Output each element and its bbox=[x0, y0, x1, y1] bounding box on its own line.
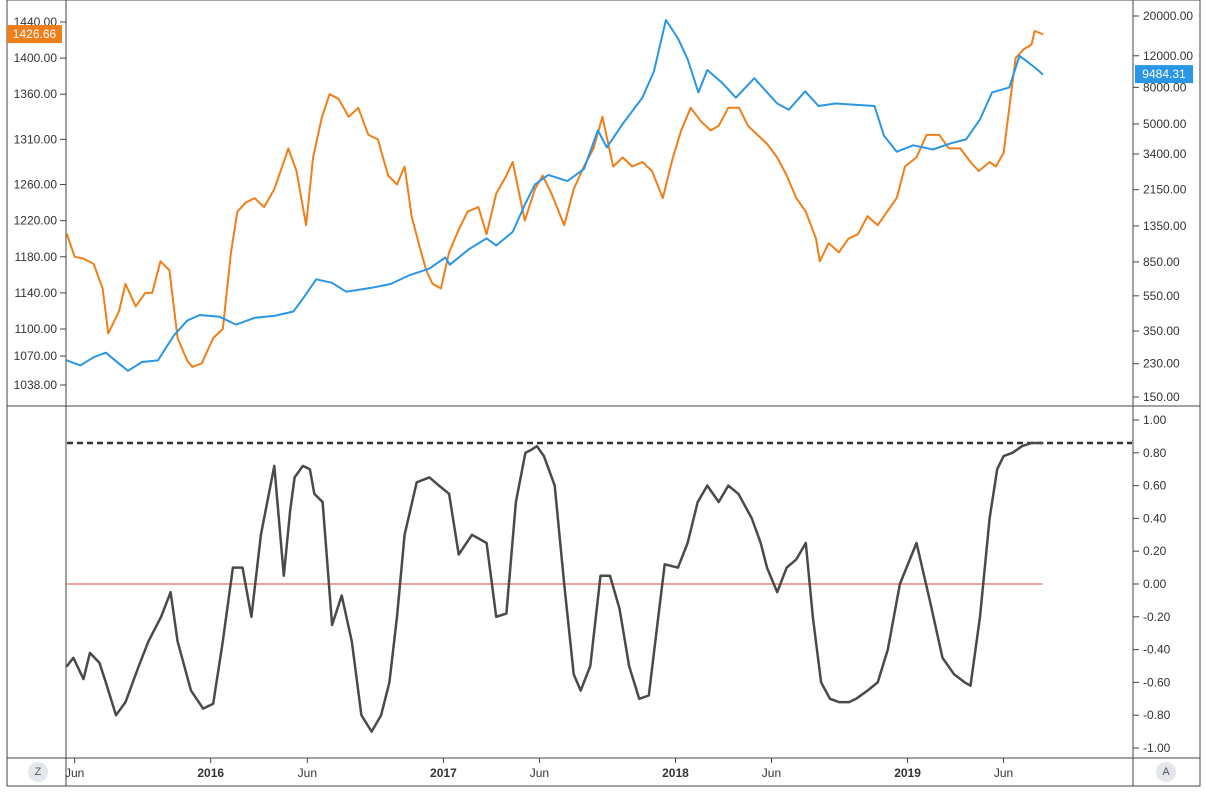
correlation-axis-ticks: -1.00 -0.80 -0.60 -0.40 -0.20 0.00 0.20 0.40 0.6… bbox=[1133, 413, 1171, 755]
right-tick-label: 12000.00 bbox=[1143, 49, 1193, 63]
gold-last-value-label: 1426.66 bbox=[13, 27, 57, 41]
time-tick-label: Jun bbox=[994, 766, 1013, 780]
right-tick-label: 8000.00 bbox=[1143, 80, 1187, 94]
left-tick-label: 1400.00 bbox=[14, 51, 58, 65]
correlation-tick-label: -0.20 bbox=[1143, 610, 1171, 624]
timezone-button[interactable]: Z bbox=[28, 762, 48, 782]
correlation-tick-label: 0.40 bbox=[1143, 511, 1167, 525]
time-tick-label: 2018 bbox=[662, 766, 689, 780]
last-value-badges: 1426.66 9484.31 bbox=[7, 25, 1193, 84]
correlation-tick-label: 0.80 bbox=[1143, 446, 1167, 460]
left-tick-label: 1310.00 bbox=[14, 132, 58, 146]
btc-last-value-badge bbox=[1135, 65, 1193, 84]
time-axis-ticks: Jun 2016 Jun 2017 Jun 2018 Jun 2019 Jun bbox=[65, 758, 1013, 780]
time-tick-label: 2019 bbox=[894, 766, 921, 780]
right-tick-label: 20000.00 bbox=[1143, 9, 1193, 23]
time-tick-label: Jun bbox=[530, 766, 549, 780]
right-tick-label: 150.00 bbox=[1143, 390, 1180, 404]
left-axis-ticks: 1038.00 1070.00 1100.00 1140.00 1180.00 1220.… bbox=[14, 15, 66, 392]
time-tick-label: Jun bbox=[298, 766, 317, 780]
left-tick-label: 1220.00 bbox=[14, 214, 58, 228]
correlation-tick-label: -0.40 bbox=[1143, 643, 1171, 657]
correlation-tick-label: 0.60 bbox=[1143, 479, 1167, 493]
left-tick-label: 1070.00 bbox=[14, 349, 58, 363]
correlation-tick-label: -1.00 bbox=[1143, 741, 1171, 755]
left-tick-label: 1038.00 bbox=[14, 378, 58, 392]
time-tick-label: Jun bbox=[65, 766, 84, 780]
time-tick-label: 2016 bbox=[197, 766, 224, 780]
time-tick-label: 2017 bbox=[430, 766, 457, 780]
correlation-tick-label: 0.20 bbox=[1143, 544, 1167, 558]
left-tick-label: 1100.00 bbox=[15, 322, 58, 336]
time-tick-label: Jun bbox=[762, 766, 781, 780]
right-tick-label: 5000.00 bbox=[1143, 117, 1187, 131]
right-tick-label: 2150.00 bbox=[1143, 183, 1187, 197]
right-tick-label: 350.00 bbox=[1143, 324, 1180, 338]
auto-scale-button[interactable]: A bbox=[1156, 762, 1176, 782]
btc-price-line bbox=[66, 19, 1044, 372]
correlation-tick-label: 0.00 bbox=[1143, 577, 1167, 591]
right-tick-label: 3400.00 bbox=[1143, 147, 1187, 161]
left-tick-label: 1180.00 bbox=[15, 250, 58, 264]
series-lines bbox=[65, 19, 1044, 733]
btc-last-value-label: 9484.31 bbox=[1142, 67, 1186, 81]
correlation-tick-label: 1.00 bbox=[1143, 413, 1167, 427]
left-tick-label: 1360.00 bbox=[14, 87, 58, 101]
correlation-tick-label: -0.80 bbox=[1143, 708, 1171, 722]
left-tick-label: 1260.00 bbox=[14, 178, 58, 192]
gold-last-value-badge bbox=[7, 25, 62, 44]
right-tick-label: 230.00 bbox=[1143, 357, 1180, 371]
right-axis-ticks: 150.00 230.00 350.00 550.00 850.00 1350.00 215… bbox=[1133, 9, 1193, 404]
correlation-tick-label: -0.60 bbox=[1143, 675, 1171, 689]
reference-lines bbox=[67, 441, 1132, 585]
right-tick-label: 1350.00 bbox=[1143, 219, 1187, 233]
left-tick-label: 1140.00 bbox=[15, 286, 58, 300]
panel-borders bbox=[6, 0, 1201, 787]
right-tick-label: 550.00 bbox=[1143, 289, 1180, 303]
correlation-line bbox=[65, 441, 1044, 733]
right-tick-label: 850.00 bbox=[1143, 255, 1180, 269]
